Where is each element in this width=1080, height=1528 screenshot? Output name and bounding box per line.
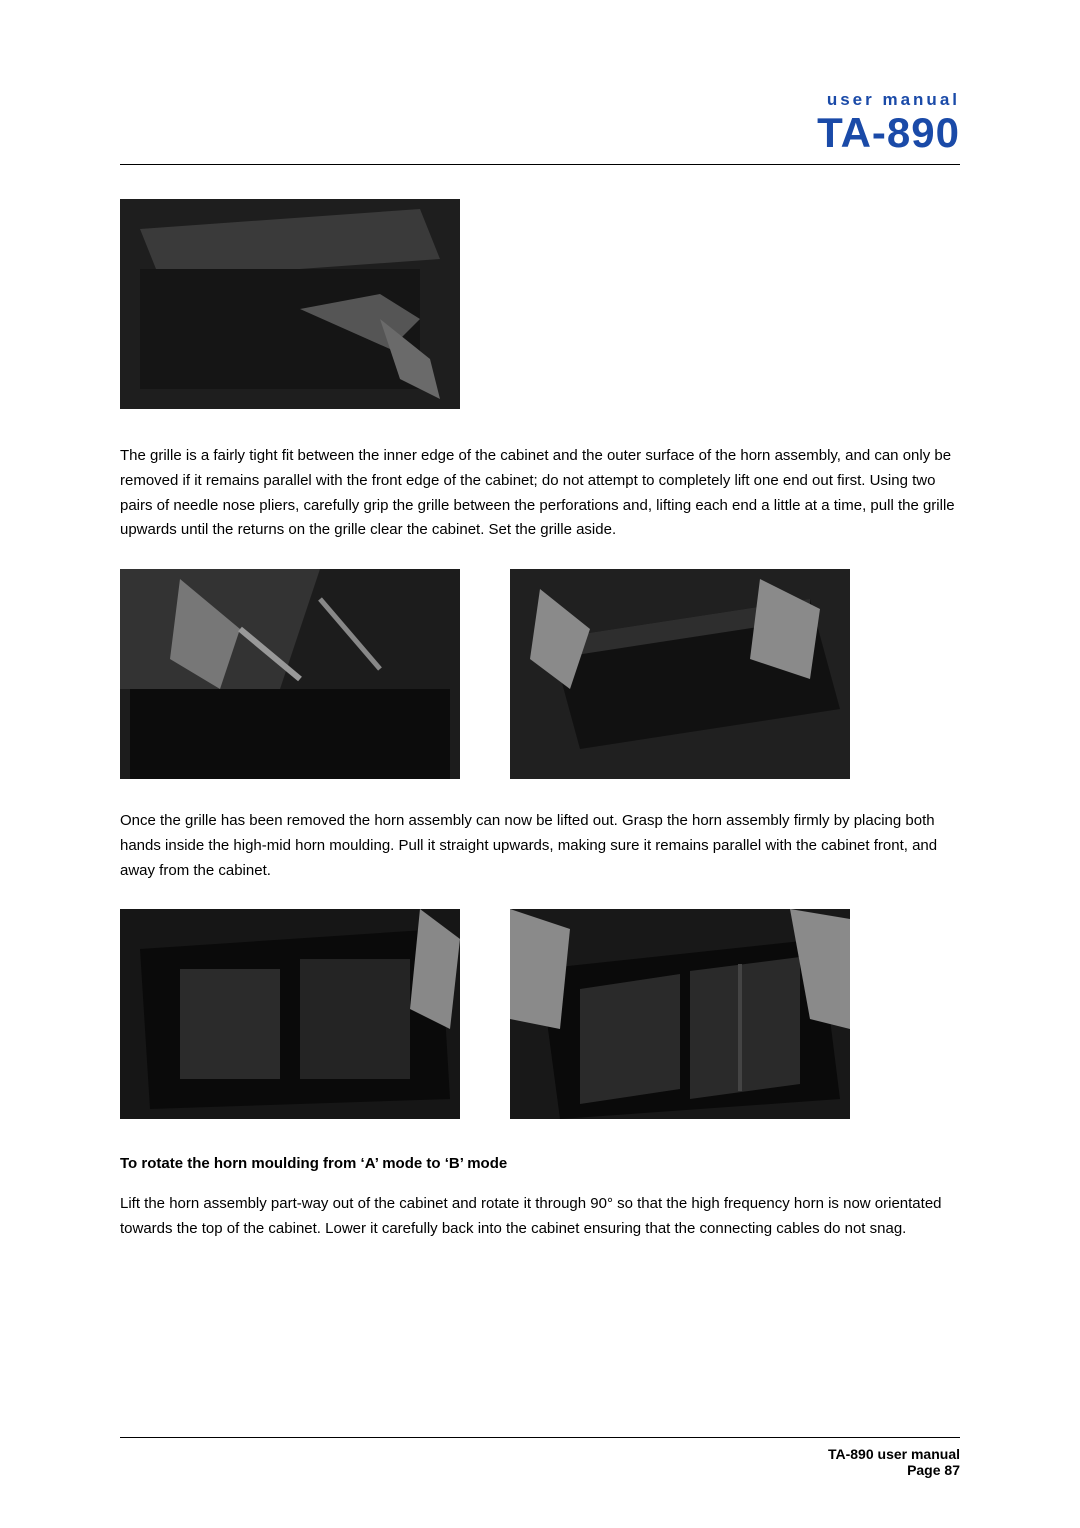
footer-rule [120, 1437, 960, 1438]
figure-drill-grille [120, 199, 460, 409]
page: user manual TA-890 The grille is a fairl… [0, 0, 1080, 1528]
figure-row-2 [120, 909, 960, 1119]
header-subtitle: user manual [817, 90, 960, 110]
placeholder-graphic [120, 909, 460, 1119]
figure-row-1 [120, 569, 960, 779]
footer-line-1: TA-890 user manual [828, 1446, 960, 1462]
subheading-rotate: To rotate the horn moulding from ‘A’ mod… [120, 1155, 960, 1172]
figure-pliers-grip [120, 569, 460, 779]
placeholder-graphic [510, 909, 850, 1119]
placeholder-graphic [120, 199, 460, 409]
paragraph-2: Once the grille has been removed the hor… [120, 809, 960, 883]
figure-horn-lift-out [510, 909, 850, 1119]
footer-line-2: Page 87 [828, 1462, 960, 1478]
figure-horn-grasp [120, 909, 460, 1119]
page-header: user manual TA-890 [120, 90, 960, 160]
figure-lift-grille [510, 569, 850, 779]
paragraph-1: The grille is a fairly tight fit between… [120, 444, 960, 543]
page-footer: TA-890 user manual Page 87 [828, 1446, 960, 1478]
content: The grille is a fairly tight fit between… [120, 165, 960, 1242]
placeholder-graphic [510, 569, 850, 779]
header-title: TA-890 [817, 112, 960, 154]
header-text-block: user manual TA-890 [817, 90, 960, 154]
paragraph-3: Lift the horn assembly part-way out of t… [120, 1192, 960, 1242]
placeholder-graphic [120, 569, 460, 779]
